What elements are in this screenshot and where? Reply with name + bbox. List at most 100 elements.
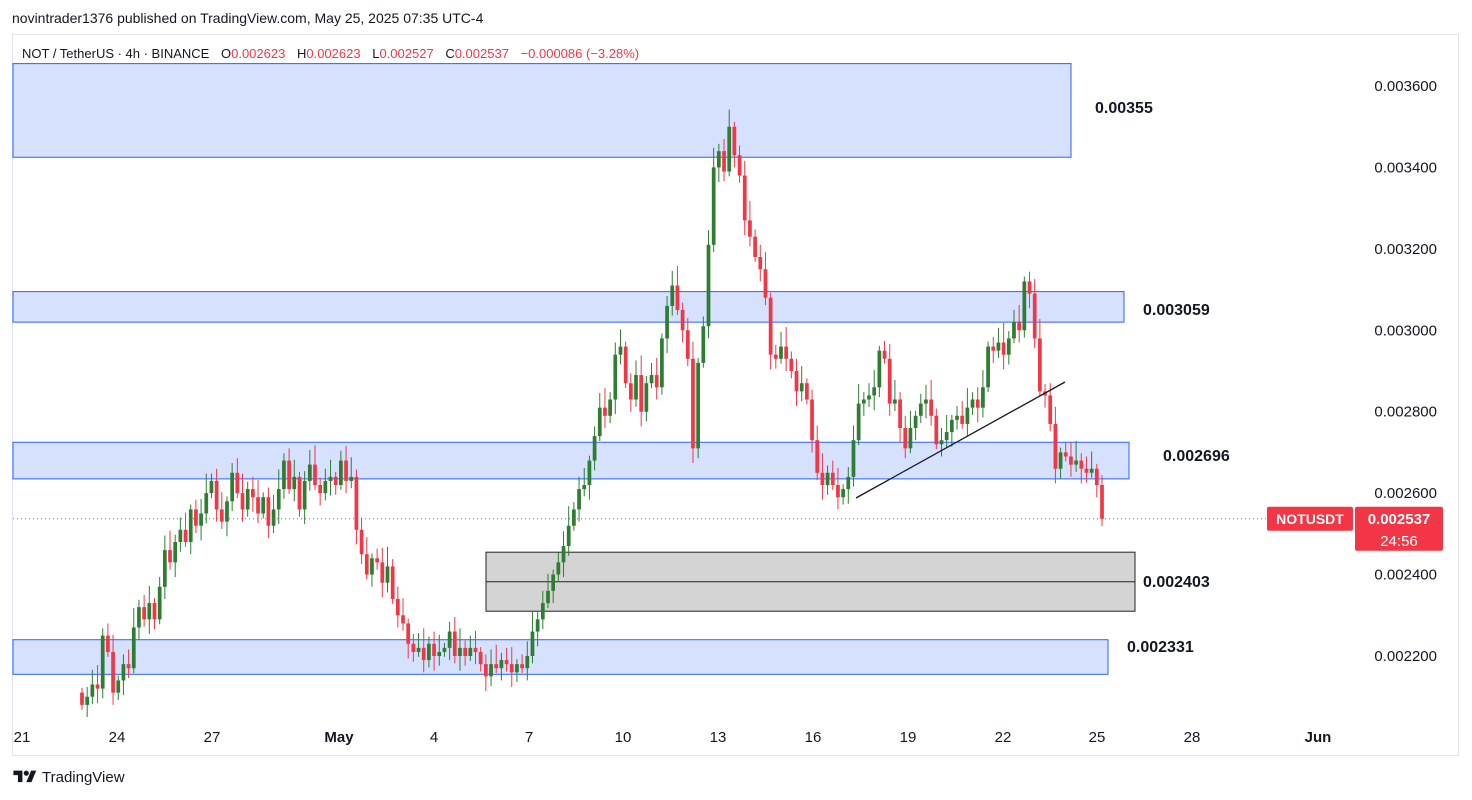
candle-body[interactable]: [1079, 460, 1084, 469]
candle-body[interactable]: [147, 603, 152, 620]
candle-body[interactable]: [872, 387, 877, 396]
candle-body[interactable]: [680, 309, 685, 331]
candle-body[interactable]: [1022, 281, 1027, 331]
candle-body[interactable]: [442, 647, 447, 652]
candle-body[interactable]: [540, 603, 545, 620]
candle-body[interactable]: [706, 244, 711, 327]
candle-body[interactable]: [214, 480, 219, 510]
candle-body[interactable]: [815, 440, 820, 473]
candle-body[interactable]: [836, 485, 840, 498]
candle-body[interactable]: [701, 326, 706, 363]
candle-body[interactable]: [509, 664, 514, 673]
candle-body[interactable]: [623, 346, 628, 384]
candle-body[interactable]: [939, 440, 944, 445]
candle-body[interactable]: [354, 476, 359, 530]
candle-body[interactable]: [307, 464, 312, 481]
candle-body[interactable]: [779, 346, 783, 359]
candle-body[interactable]: [753, 236, 757, 257]
candle-body[interactable]: [789, 358, 794, 371]
candle-body[interactable]: [867, 395, 871, 400]
candle-body[interactable]: [597, 407, 602, 437]
candle-body[interactable]: [556, 562, 561, 575]
candle-body[interactable]: [209, 480, 214, 494]
candle-body[interactable]: [727, 126, 732, 172]
candle-body[interactable]: [178, 529, 183, 542]
candle-body[interactable]: [463, 647, 468, 656]
candle-body[interactable]: [250, 489, 255, 498]
candle-body[interactable]: [173, 542, 178, 563]
candle-body[interactable]: [986, 346, 990, 388]
candle-body[interactable]: [364, 554, 369, 575]
candle-body[interactable]: [1089, 468, 1094, 473]
candle-body[interactable]: [385, 566, 390, 583]
candle-body[interactable]: [256, 497, 260, 514]
candle-body[interactable]: [401, 615, 405, 624]
candle-body[interactable]: [851, 440, 856, 477]
candle-body[interactable]: [276, 489, 281, 510]
candle-body[interactable]: [349, 476, 354, 481]
candle-body[interactable]: [483, 664, 488, 677]
candle-body[interactable]: [908, 428, 913, 449]
candle-body[interactable]: [1069, 456, 1073, 465]
candle-body[interactable]: [468, 647, 473, 656]
footer-brand[interactable]: TradingView: [12, 768, 125, 786]
candle-body[interactable]: [830, 472, 835, 485]
candle-body[interactable]: [245, 489, 250, 510]
candle-body[interactable]: [1017, 322, 1022, 331]
candle-body[interactable]: [551, 574, 556, 591]
candle-body[interactable]: [773, 354, 778, 359]
candle-body[interactable]: [266, 497, 271, 526]
candle-body[interactable]: [628, 383, 633, 400]
candle-body[interactable]: [577, 489, 581, 510]
candle-body[interactable]: [618, 346, 623, 355]
candle-body[interactable]: [152, 603, 157, 620]
candle-body[interactable]: [287, 460, 291, 490]
candle-body[interactable]: [90, 684, 95, 697]
candle-body[interactable]: [768, 297, 773, 355]
candle-body[interactable]: [478, 651, 483, 665]
candle-body[interactable]: [530, 631, 535, 656]
candle-body[interactable]: [406, 623, 411, 644]
candle-body[interactable]: [1006, 338, 1011, 355]
candle-body[interactable]: [608, 399, 612, 416]
candle-body[interactable]: [810, 399, 814, 441]
candle-body[interactable]: [603, 407, 607, 416]
candle-body[interactable]: [1012, 322, 1016, 339]
candle-body[interactable]: [975, 399, 980, 408]
candle-body[interactable]: [183, 529, 188, 542]
candle-body[interactable]: [100, 635, 105, 689]
candle-body[interactable]: [1063, 452, 1068, 457]
candle-body[interactable]: [225, 501, 229, 522]
candle-body[interactable]: [520, 664, 524, 669]
candle-body[interactable]: [893, 399, 897, 404]
candle-body[interactable]: [1053, 423, 1058, 469]
candle-body[interactable]: [297, 476, 302, 510]
candle-body[interactable]: [587, 460, 592, 485]
candle-body[interactable]: [887, 358, 892, 404]
candle-body[interactable]: [1100, 485, 1104, 519]
candle-body[interactable]: [955, 415, 959, 420]
candle-body[interactable]: [395, 599, 400, 616]
candle-body[interactable]: [841, 489, 845, 498]
candle-body[interactable]: [515, 664, 519, 673]
candle-body[interactable]: [1032, 293, 1037, 339]
candle-body[interactable]: [960, 415, 965, 424]
candle-body[interactable]: [763, 269, 768, 298]
candle-body[interactable]: [572, 509, 576, 526]
candle-body[interactable]: [411, 643, 416, 652]
candle-body[interactable]: [670, 285, 675, 306]
candle-body[interactable]: [370, 558, 374, 575]
candle-body[interactable]: [427, 643, 431, 661]
candle-body[interactable]: [323, 480, 328, 494]
candle-body[interactable]: [499, 660, 504, 669]
candle-body[interactable]: [981, 387, 985, 408]
symbol-label[interactable]: NOT / TetherUS · 4h · BINANCE: [22, 46, 210, 61]
candle-body[interactable]: [313, 464, 317, 485]
candle-body[interactable]: [660, 338, 664, 388]
candle-body[interactable]: [219, 509, 224, 522]
candle-body[interactable]: [1048, 395, 1053, 424]
candle-body[interactable]: [846, 476, 851, 490]
candle-body[interactable]: [794, 371, 799, 392]
candle-body[interactable]: [375, 558, 379, 563]
candle-body[interactable]: [447, 631, 452, 648]
